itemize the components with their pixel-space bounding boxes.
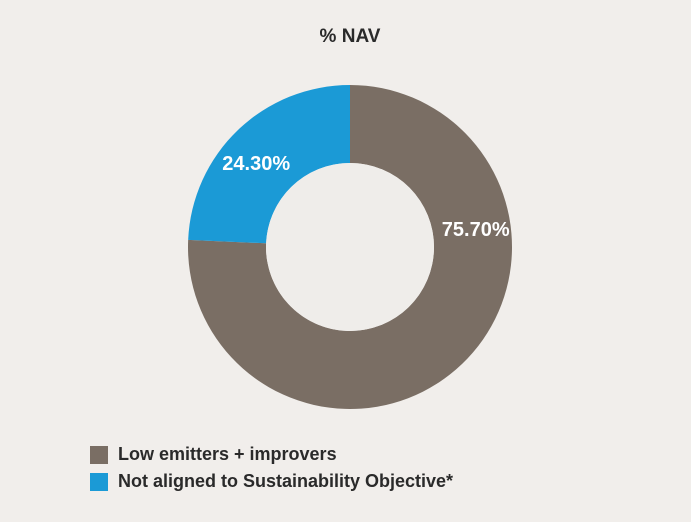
slice-label-not-aligned: 24.30% (222, 153, 290, 175)
legend-label-not-aligned: Not aligned to Sustainability Objective* (118, 471, 454, 491)
legend-label-low-emitters: Low emitters + improvers (118, 444, 337, 464)
legend: Low emitters + improvers Not aligned to … (90, 441, 453, 495)
legend-swatch-low-emitters (90, 445, 108, 464)
legend-item-low-emitters: Low emitters + improvers (90, 441, 453, 468)
slice-not-aligned (188, 85, 350, 244)
donut-hole (266, 163, 434, 331)
legend-swatch-not-aligned (90, 472, 108, 491)
chart-title: % NAV (320, 26, 381, 47)
legend-item-not-aligned: Not aligned to Sustainability Objective* (90, 468, 453, 495)
slice-label-low-emitters: 75.70% (442, 219, 510, 241)
slice-low-emitters (187, 85, 512, 409)
